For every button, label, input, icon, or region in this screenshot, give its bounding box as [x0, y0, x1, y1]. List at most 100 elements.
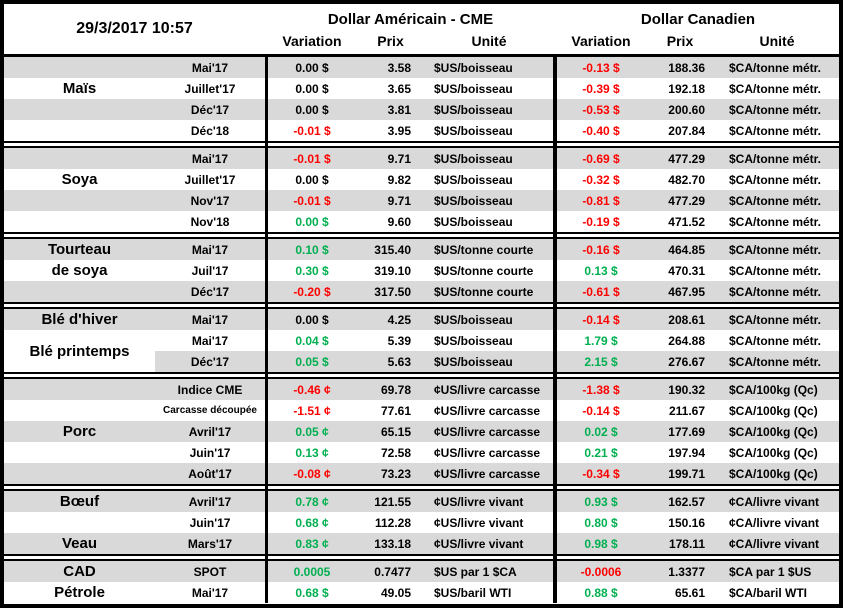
ca-unit-cell: ¢CA/livre vivant [715, 533, 839, 554]
ca-unit-cell: $CA/tonne métr. [715, 211, 839, 232]
ca-price-cell: 162.57 [645, 491, 715, 512]
section-porc: Indice CME -0.46 ¢ 69.78 ¢US/livre carcasse… [4, 379, 839, 484]
column-divider [265, 239, 268, 260]
ca-variation-cell: -0.39 $ [557, 78, 645, 99]
column-divider [553, 260, 557, 281]
column-divider [265, 400, 268, 421]
us-variation-cell: -0.08 ¢ [268, 463, 356, 484]
ca-price-cell: 65.61 [645, 582, 715, 603]
separator-gap [715, 234, 839, 237]
us-price-cell: 65.15 [356, 421, 425, 442]
separator-gap [155, 374, 265, 377]
us-variation-cell: 0.78 ¢ [268, 491, 356, 512]
us-variation-cell: 0.30 $ [268, 260, 356, 281]
contract-cell: Avril'17 [155, 421, 265, 442]
contract-cell: Déc'17 [155, 281, 265, 302]
section-separator [4, 141, 839, 148]
table-row: Juin'17 0.13 ¢ 72.58 ¢US/livre carcasse 0.21… [4, 442, 839, 463]
section-label [4, 281, 155, 302]
ca-variation-cell: -0.69 $ [557, 148, 645, 169]
section-boeuf-veau: Bœuf Avril'17 0.78 ¢ 121.55 ¢US/livre vivant… [4, 491, 839, 554]
us-unit-cell: $US/boisseau [425, 190, 553, 211]
table-row: Indice CME -0.46 ¢ 69.78 ¢US/livre carcasse… [4, 379, 839, 400]
ca-unit-cell: ¢CA/livre vivant [715, 491, 839, 512]
separator-gap [356, 234, 425, 237]
ca-unit-cell: $CA/100kg (Qc) [715, 463, 839, 484]
separator-gap [268, 234, 356, 237]
separator-gap [155, 304, 265, 307]
us-unit-cell: $US/boisseau [425, 309, 553, 330]
ca-variation-cell: 0.88 $ [557, 582, 645, 603]
separator-gap [155, 556, 265, 559]
separator-gap [557, 234, 645, 237]
column-divider [265, 330, 268, 351]
us-variation-cell: -0.20 $ [268, 281, 356, 302]
section-label: Veau [4, 533, 155, 554]
column-divider [553, 561, 557, 582]
column-divider [553, 512, 557, 533]
ca-unit-cell: $CA/tonne métr. [715, 239, 839, 260]
section-label [4, 463, 155, 484]
separator-gap [557, 556, 645, 559]
ca-unit-cell: $CA/tonne métr. [715, 120, 839, 141]
section-separator [4, 484, 839, 491]
contract-cell: Juillet'17 [155, 169, 265, 190]
ca-price-cell: 211.67 [645, 400, 715, 421]
contract-cell: Mars'17 [155, 533, 265, 554]
ca-column-headers: Variation Prix Unité [557, 28, 839, 54]
column-divider [553, 234, 557, 237]
separator-gap [645, 374, 715, 377]
ca-variation-cell: 0.21 $ [557, 442, 645, 463]
ca-variation-cell: -0.19 $ [557, 211, 645, 232]
separator-gap [4, 304, 155, 307]
ca-dollar-group: Dollar Canadien Variation Prix Unité [557, 4, 839, 54]
column-divider [553, 190, 557, 211]
section-separator [4, 372, 839, 379]
ca-unit-cell: ¢CA/livre vivant [715, 512, 839, 533]
column-divider [553, 99, 557, 120]
ca-variation-cell: 1.79 $ [557, 330, 645, 351]
ca-price-cell: 200.60 [645, 99, 715, 120]
us-price-cell: 69.78 [356, 379, 425, 400]
contract-cell: Août'17 [155, 463, 265, 484]
contract-cell: Juillet'17 [155, 78, 265, 99]
column-divider [265, 533, 268, 554]
table-row: Soya Juillet'17 0.00 $9.82 $US/boisseau -0.3… [4, 169, 839, 190]
ca-price-cell: 470.31 [645, 260, 715, 281]
us-price-cell: 72.58 [356, 442, 425, 463]
separator-gap [425, 486, 553, 489]
contract-cell: Mai'17 [155, 582, 265, 603]
separator-gap [425, 556, 553, 559]
section-label: Porc [4, 421, 155, 442]
ca-unit-cell: $CA/100kg (Qc) [715, 421, 839, 442]
ca-price-cell: 188.36 [645, 57, 715, 78]
us-unit-cell: ¢US/livre carcasse [425, 400, 553, 421]
section-label [4, 99, 155, 120]
table-row: Nov'17 -0.01 $9.71 $US/boisseau -0.81 $477.… [4, 190, 839, 211]
ca-variation-cell: 0.98 $ [557, 533, 645, 554]
column-divider [553, 556, 557, 559]
separator-gap [645, 143, 715, 146]
separator-gap [715, 374, 839, 377]
ca-variation-cell: -0.53 $ [557, 99, 645, 120]
us-dollar-group: Dollar Américain - CME Variation Prix Un… [268, 4, 553, 54]
separator-gap [356, 486, 425, 489]
ca-variation-cell: -0.13 $ [557, 57, 645, 78]
ca-variation-cell: -0.32 $ [557, 169, 645, 190]
table-row: Carcasse découpée -1.51 ¢ 77.61 ¢US/livre c… [4, 400, 839, 421]
ca-prix-header: Prix [666, 33, 694, 49]
column-divider [265, 57, 268, 78]
ca-price-cell: 150.16 [645, 512, 715, 533]
ca-variation-cell: 2.15 $ [557, 351, 645, 372]
column-divider [265, 143, 268, 146]
us-price-cell: 5.39 [356, 330, 425, 351]
ca-variation-cell: 0.80 $ [557, 512, 645, 533]
section-label [4, 120, 155, 141]
separator-gap [425, 304, 553, 307]
section-tourteau-de-soya: Tourteau Mai'17 0.10 $315.40 $US/tonne cour… [4, 239, 839, 302]
us-unit-cell: $US/tonne courte [425, 260, 553, 281]
ca-price-cell: 197.94 [645, 442, 715, 463]
section-label [4, 211, 155, 232]
separator-gap [715, 556, 839, 559]
us-unit-cell: $US/tonne courte [425, 239, 553, 260]
